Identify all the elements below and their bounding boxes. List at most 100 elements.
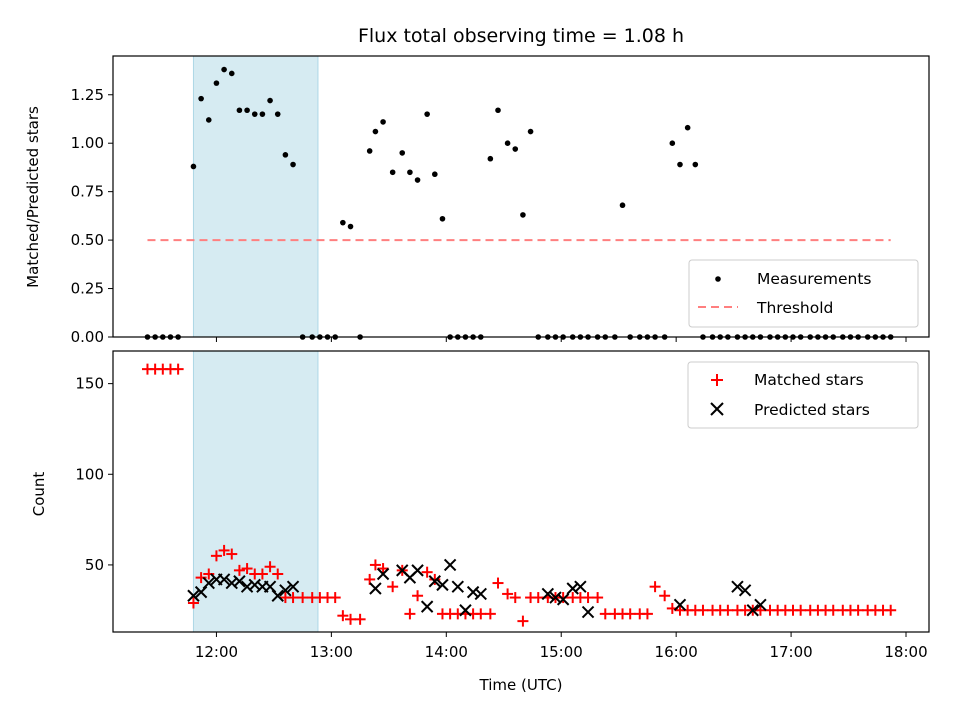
predicted-star-stroke [271,589,284,602]
measurement-point [251,111,258,117]
matched-star-point [492,577,504,589]
matched-star-point [557,592,569,604]
predicted-star-point [217,573,231,586]
measurement-point [619,202,626,209]
predicted-star-stroke [443,558,457,572]
predicted-star-stroke [369,582,382,595]
measurement-point [198,95,204,102]
predicted-star-point [541,587,555,601]
matched-star-point [885,604,897,616]
measurement-point [340,219,346,226]
predicted-star-stroke [217,573,231,586]
matched-star-point [272,568,284,580]
predicted-star-stroke [549,591,562,604]
top-axes-frame [112,55,930,338]
bottom-y-tick-label: 100 [75,465,104,483]
legend-matched-label: Matched stars [754,371,864,389]
predicted-star-point [466,585,480,599]
matched-star-point [795,604,807,616]
predicted-star-stroke [451,580,464,593]
bottom-y-ticks: 50 100 150 [75,375,113,574]
top-y-tick-label: 0.75 [71,183,104,201]
matched-star-point [187,597,199,609]
predicted-star-stroke [754,598,767,612]
predicted-star-point [420,600,434,613]
legend-threshold-label: Threshold [756,299,833,317]
matched-star-point [502,588,514,600]
measurement-point [527,128,534,135]
predicted-star-point [225,576,238,590]
matched-star-point [345,613,357,625]
bottom-y-tick-label: 150 [75,375,104,393]
matched-star-point [210,550,222,562]
matched-star-point [509,592,521,604]
matched-star-point [697,604,709,616]
predicted-stars-points [187,558,767,619]
predicted-star-point [746,604,759,617]
matched-star-point [852,604,864,616]
bottom-y-axis-label: Count [30,472,48,517]
predicted-star-point [279,584,292,597]
matched-star-point [256,568,268,580]
predicted-star-stroke [286,580,300,593]
measurement-point [520,212,526,218]
predicted-star-stroke [233,575,246,588]
measurement-point [389,169,396,176]
measurement-point [684,124,691,131]
matched-star-point [297,592,309,604]
predicted-star-stroke [411,564,424,577]
predicted-star-point [459,604,472,617]
top-y-tick-label: 0.50 [71,231,104,249]
legend-matched-marker [711,374,723,386]
bottom-axes-frame [112,350,930,633]
predicted-star-stroke [376,567,390,581]
measurement-point [512,146,519,152]
bottom-highlight-span [192,350,319,633]
predicted-star-stroke [556,593,570,606]
measurement-point [487,155,494,162]
matched-star-point [354,613,366,625]
matched-star-point [412,590,424,602]
measurement-point [399,150,406,156]
measurement-point [259,111,266,117]
matched-star-point [337,610,349,622]
matched-star-point [592,592,604,604]
bottom-legend: Matched stars Predicted stars [687,361,919,429]
measurement-point [432,171,438,178]
predicted-star-stroke [541,587,555,601]
measurement-point [407,169,413,176]
matched-star-point [754,604,766,616]
matched-star-point [233,564,245,576]
measurement-point [221,66,227,73]
predicted-star-stroke [731,580,744,593]
predicted-star-stroke [187,589,200,602]
top-y-tick-label: 0.25 [71,280,104,298]
measurement-point [267,97,273,104]
matched-star-point [226,548,238,560]
matched-star-point [264,561,276,573]
bottom-x-tick-label: 14:00 [425,643,468,661]
bottom-x-tick-label: 16:00 [655,643,698,661]
measurement-point [347,223,354,230]
predicted-star-point [436,578,449,592]
measurement-point [228,70,235,77]
predicted-star-stroke [436,578,449,592]
predicted-star-point [673,598,687,612]
predicted-star-point [474,587,487,601]
measurement-points [144,66,894,340]
predicted-star-point [411,564,424,577]
matched-star-point [421,566,433,578]
predicted-star-point [443,558,457,572]
matched-star-point [241,563,253,575]
predicted-star-stroke [202,576,215,590]
matched-star-point [641,608,653,620]
predicted-star-point [286,580,300,593]
measurement-point [290,161,296,168]
measurement-point [692,161,699,168]
chart-title: Flux total observing time = 1.08 h [358,25,684,47]
predicted-star-point [754,598,767,612]
predicted-star-point [202,576,215,590]
predicted-star-point [549,591,562,604]
top-y-ticks: 0.00 0.25 0.50 0.75 1.00 1.25 [71,86,113,346]
